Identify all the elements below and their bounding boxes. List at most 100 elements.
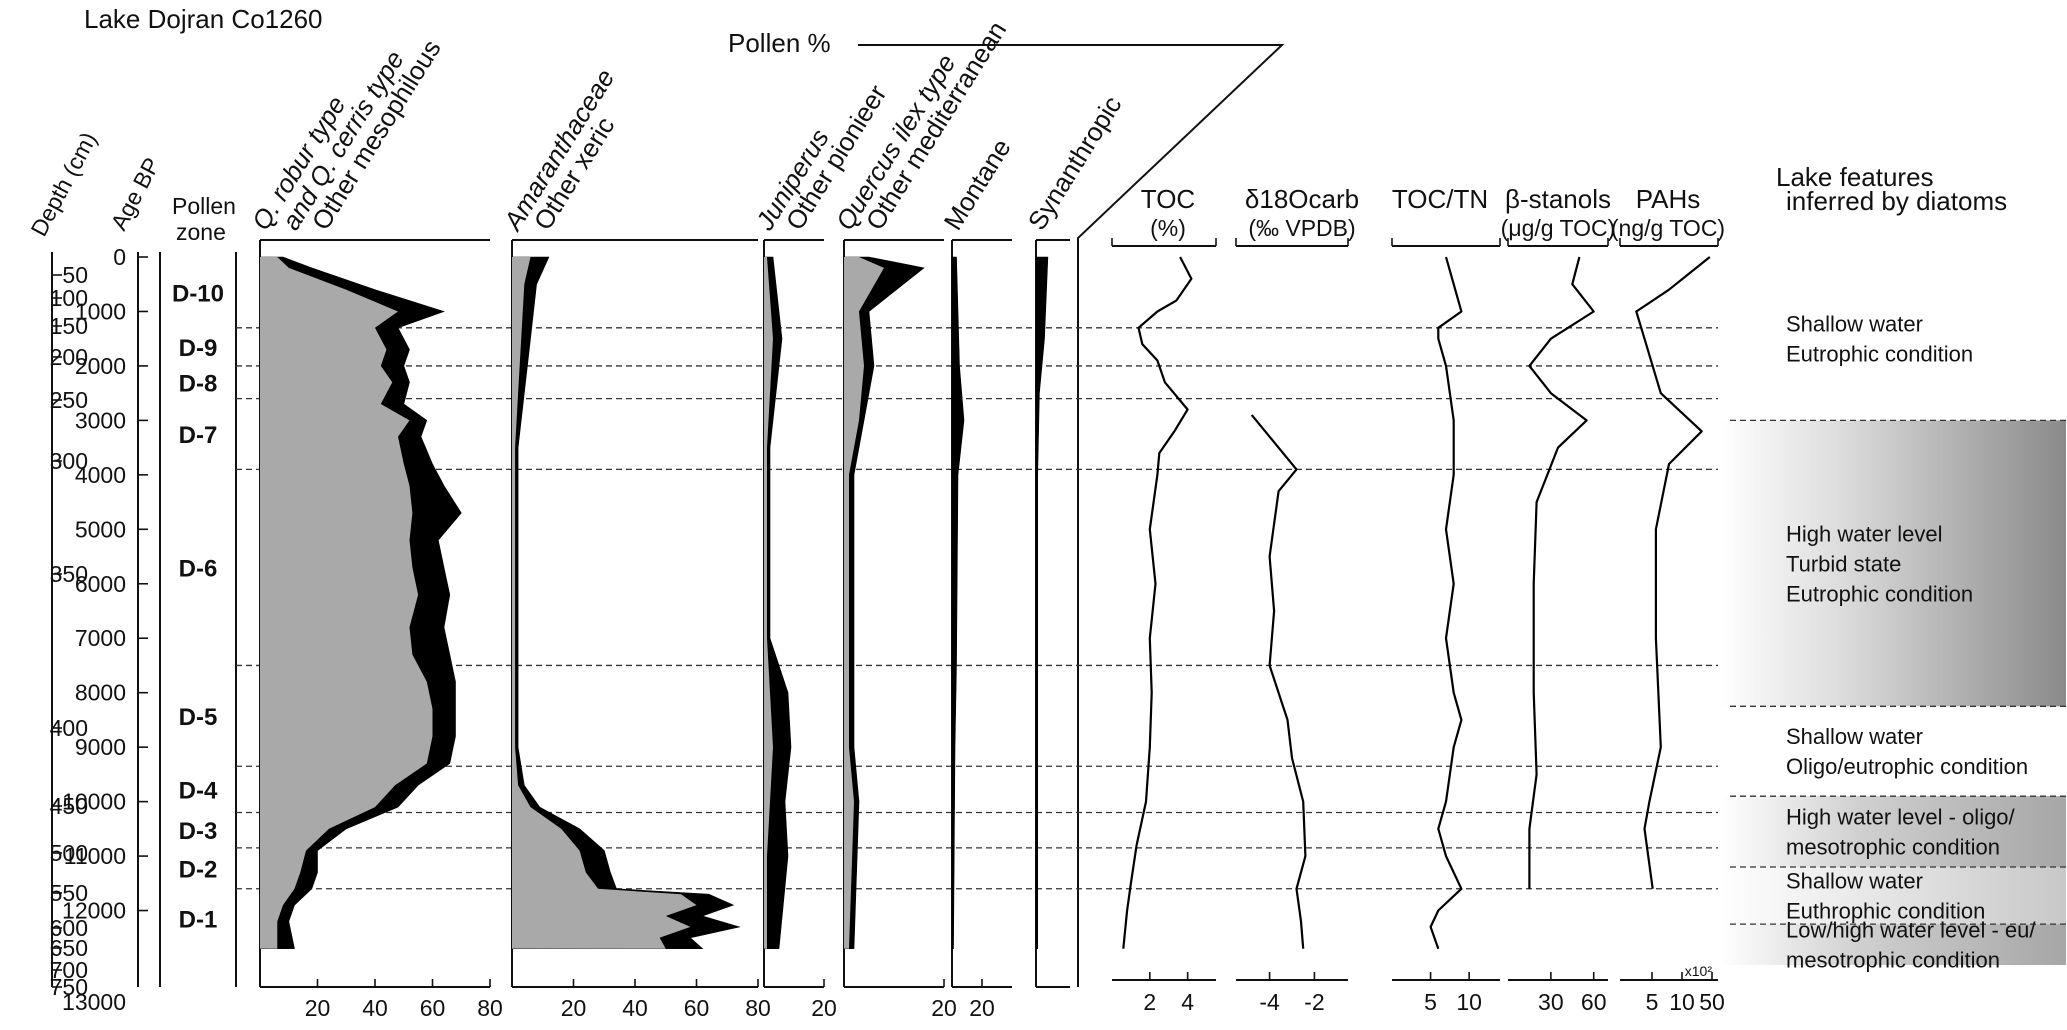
lake-feature-shade bbox=[1720, 420, 2066, 707]
series-gray-area bbox=[844, 257, 884, 949]
geochem-label: TOC bbox=[1141, 184, 1195, 214]
geochem-panel: TOC/TN 5 10 bbox=[1391, 184, 1501, 1015]
lake-feature-text: Eutrophic condition bbox=[1786, 342, 1973, 367]
age-tick-label: 0 bbox=[113, 244, 126, 270]
lake-feature-text: Euthrophic condition bbox=[1786, 899, 1985, 924]
geochem-tick-label: 50 bbox=[1699, 989, 1725, 1015]
age-tick-label: 10000 bbox=[62, 789, 126, 815]
lake-feature-text: mesotrophic condition bbox=[1786, 835, 2000, 860]
panel-tick-label: 60 bbox=[684, 995, 710, 1021]
age-tick-label: 8000 bbox=[75, 680, 126, 706]
age-tick-label: 13000 bbox=[62, 989, 126, 1015]
geochem-tick-label: 5 bbox=[1646, 989, 1659, 1015]
geochem-tick-label: 10 bbox=[1456, 989, 1482, 1015]
lake-feature-segment: Low/high water level - eu/mesotrophic co… bbox=[1720, 918, 2066, 973]
lake-feature-text: Oligo/eutrophic condition bbox=[1786, 754, 2028, 779]
lake-features-header-2: inferred by diatoms bbox=[1786, 186, 2007, 216]
pollen-panel: Synanthropic bbox=[1022, 91, 1128, 988]
geochem-tick-label: -4 bbox=[1259, 989, 1280, 1015]
geochem-label: PAHs bbox=[1636, 184, 1701, 214]
geochemistry-panels: TOC(%) 2 4 δ18Ocarb(‰ VPDB) -4 -2 TOC/TN 5 10 β-s… bbox=[1111, 184, 1725, 1015]
lake-feature-text: Shallow water bbox=[1786, 312, 1923, 337]
geochem-panel: β-stanols(μg/g TOC) 30 60 bbox=[1501, 184, 1616, 1015]
lake-feature-text: Turbid state bbox=[1786, 551, 1901, 576]
lake-feature-text: High water level - oligo/ bbox=[1786, 805, 2016, 830]
panel-tick-label: 20 bbox=[811, 995, 837, 1021]
age-tick-label: 12000 bbox=[62, 898, 126, 924]
panel-tick-label: 40 bbox=[622, 995, 648, 1021]
geochem-curve bbox=[1528, 256, 1595, 889]
geochem-curve bbox=[1429, 256, 1463, 950]
geochem-unit: (‰ VPDB) bbox=[1248, 215, 1355, 241]
lake-feature-shade bbox=[1720, 796, 2066, 867]
depth-tick-label: 50 bbox=[62, 262, 88, 288]
panel-tick-label: 40 bbox=[362, 995, 388, 1021]
pollen-zone-label: D-4 bbox=[179, 777, 218, 804]
series-total-area bbox=[1035, 256, 1049, 950]
depth-axis-label: Depth (cm) bbox=[25, 128, 101, 241]
depth-tick-label: 550 bbox=[50, 880, 88, 906]
panel-tick-label: 20 bbox=[561, 995, 587, 1021]
panel-tick-label: 20 bbox=[931, 995, 957, 1021]
geochem-tick-label: 60 bbox=[1581, 989, 1607, 1015]
geochem-label: β-stanols bbox=[1505, 184, 1611, 214]
lake-feature-segment: Shallow water Eutrophic condition bbox=[1786, 312, 1973, 367]
pollen-zone-label: D-3 bbox=[179, 818, 218, 845]
age-tick-label: 5000 bbox=[75, 516, 126, 542]
pollen-zone-label: D-1 bbox=[179, 907, 218, 934]
geochem-panel: TOC(%) 2 4 bbox=[1111, 184, 1217, 1015]
depth-tick-label: 300 bbox=[50, 448, 88, 474]
depth-tick-label: 500 bbox=[50, 840, 88, 866]
geochem-tick-label: 10 bbox=[1669, 989, 1695, 1015]
geochem-multiplier: x10² bbox=[1685, 963, 1713, 979]
age-axis-label: Age BP bbox=[105, 153, 165, 234]
lake-feature-text: Shallow water bbox=[1786, 869, 1923, 894]
geochem-tick-label: -2 bbox=[1304, 989, 1324, 1015]
depth-tick-label: 650 bbox=[50, 935, 88, 961]
depth-tick-label: 250 bbox=[50, 387, 88, 413]
age-tick-label: 2000 bbox=[75, 353, 126, 379]
geochem-tick-label: 4 bbox=[1181, 989, 1194, 1015]
panel-tick-label: 60 bbox=[420, 995, 446, 1021]
pollen-header-bracket bbox=[858, 44, 1285, 987]
pollen-zone-label: D-6 bbox=[179, 555, 218, 582]
geochem-tick-label: 2 bbox=[1143, 989, 1156, 1015]
panel-tick-label: 20 bbox=[969, 995, 995, 1021]
pollen-zone-label: D-2 bbox=[179, 856, 218, 883]
age-tick-label: 9000 bbox=[75, 734, 126, 760]
geochem-unit: (ng/g TOC) bbox=[1611, 215, 1725, 241]
lake-features-column: Shallow water Eutrophic condition High wat… bbox=[1720, 312, 2066, 973]
age-axis-ticks: 0 1000 2000 3000 4000 5000 6000 7000 8000 9000 100… bbox=[62, 244, 148, 1015]
age-tick-label: 11000 bbox=[64, 843, 126, 869]
geochem-tick-label: 5 bbox=[1424, 989, 1437, 1015]
panel-tick-label: 20 bbox=[305, 995, 331, 1021]
age-tick-label: 7000 bbox=[75, 625, 126, 651]
depth-tick-label: 450 bbox=[50, 793, 88, 819]
lake-feature-segment: Shallow water Oligo/eutrophic condition bbox=[1730, 705, 2066, 779]
lake-features-header-1: Lake features bbox=[1776, 162, 1934, 192]
lake-feature-shade bbox=[1720, 866, 2066, 925]
geochem-unit: (μg/g TOC) bbox=[1501, 215, 1616, 241]
lake-feature-text: mesotrophic condition bbox=[1786, 948, 2000, 973]
pollen-zone-label: D-7 bbox=[179, 422, 218, 449]
chart-title: Lake Dojran Co1260 bbox=[84, 4, 323, 34]
panel-title-black: Synanthropic bbox=[1022, 91, 1128, 236]
geochem-unit: (%) bbox=[1150, 215, 1186, 241]
geochem-label: TOC/TN bbox=[1392, 184, 1488, 214]
zone-boundaries bbox=[236, 327, 1718, 890]
lake-feature-shade bbox=[1720, 924, 2066, 965]
depth-tick-label: 350 bbox=[50, 561, 88, 587]
depth-tick-label: 150 bbox=[50, 313, 88, 339]
panel-tick-label: 80 bbox=[745, 995, 771, 1021]
lake-feature-segment: High water level Turbid state Eutrophic co… bbox=[1720, 419, 2066, 707]
pollen-zone-label: D-5 bbox=[179, 704, 218, 731]
pollen-zone-header-1: Pollen bbox=[172, 193, 236, 219]
age-tick-label: 3000 bbox=[75, 407, 126, 433]
series-total-area bbox=[951, 256, 965, 950]
geochem-curve bbox=[1635, 256, 1711, 889]
depth-tick-label: 400 bbox=[50, 715, 88, 741]
